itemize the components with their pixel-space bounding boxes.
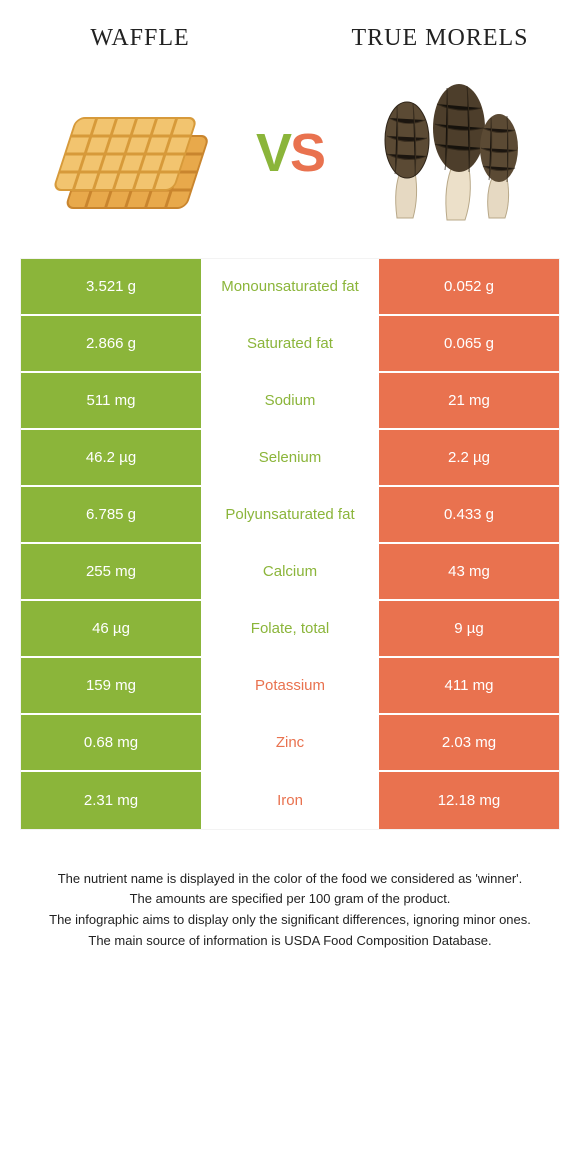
table-row: 0.68 mgZinc2.03 mg — [21, 715, 559, 772]
nutrient-label: Sodium — [201, 373, 379, 428]
table-row: 255 mgCalcium43 mg — [21, 544, 559, 601]
footnote-line: The main source of information is USDA F… — [30, 932, 550, 951]
value-right: 9 µg — [379, 601, 559, 656]
value-left: 6.785 g — [21, 487, 201, 542]
nutrient-label: Saturated fat — [201, 316, 379, 371]
value-left: 255 mg — [21, 544, 201, 599]
value-left: 159 mg — [21, 658, 201, 713]
value-right: 21 mg — [379, 373, 559, 428]
nutrient-label: Potassium — [201, 658, 379, 713]
food-image-left — [20, 73, 256, 233]
header-right: True morels — [290, 25, 550, 53]
nutrient-label: Iron — [201, 772, 379, 829]
header-left: Waffle — [30, 25, 290, 52]
table-row: 46 µgFolate, total9 µg — [21, 601, 559, 658]
value-left: 2.31 mg — [21, 772, 201, 829]
value-right: 2.2 µg — [379, 430, 559, 485]
footnote-line: The amounts are specified per 100 gram o… — [30, 890, 550, 909]
footnote-line: The infographic aims to display only the… — [30, 911, 550, 930]
value-left: 3.521 g — [21, 259, 201, 314]
value-left: 0.68 mg — [21, 715, 201, 770]
nutrient-label: Selenium — [201, 430, 379, 485]
value-left: 2.866 g — [21, 316, 201, 371]
waffle-icon — [48, 88, 228, 218]
nutrient-label: Polyunsaturated fat — [201, 487, 379, 542]
value-right: 0.052 g — [379, 259, 559, 314]
table-row: 2.866 gSaturated fat0.065 g — [21, 316, 559, 373]
nutrient-label: Calcium — [201, 544, 379, 599]
morel-icon — [357, 78, 527, 228]
value-right: 12.18 mg — [379, 772, 559, 829]
value-left: 46 µg — [21, 601, 201, 656]
table-row: 46.2 µgSelenium2.2 µg — [21, 430, 559, 487]
food-title-left: Waffle — [30, 25, 250, 52]
value-right: 411 mg — [379, 658, 559, 713]
value-right: 0.065 g — [379, 316, 559, 371]
vs-v: V — [256, 123, 290, 183]
footnote-line: The nutrient name is displayed in the co… — [30, 870, 550, 889]
header: Waffle True morels — [0, 0, 580, 63]
image-row: VS — [0, 63, 580, 258]
table-row: 6.785 gPolyunsaturated fat0.433 g — [21, 487, 559, 544]
nutrient-label: Zinc — [201, 715, 379, 770]
vs-s: S — [290, 123, 324, 183]
value-left: 46.2 µg — [21, 430, 201, 485]
value-right: 0.433 g — [379, 487, 559, 542]
table-row: 3.521 gMonounsaturated fat0.052 g — [21, 259, 559, 316]
food-title-right: True morels — [330, 25, 550, 53]
nutrient-label: Folate, total — [201, 601, 379, 656]
nutrient-label: Monounsaturated fat — [201, 259, 379, 314]
food-image-right — [324, 73, 560, 233]
vs-badge: VS — [256, 122, 324, 184]
footnotes: The nutrient name is displayed in the co… — [0, 830, 580, 973]
value-right: 43 mg — [379, 544, 559, 599]
table-row: 511 mgSodium21 mg — [21, 373, 559, 430]
value-right: 2.03 mg — [379, 715, 559, 770]
value-left: 511 mg — [21, 373, 201, 428]
nutrient-table: 3.521 gMonounsaturated fat0.052 g2.866 g… — [20, 258, 560, 830]
table-row: 2.31 mgIron12.18 mg — [21, 772, 559, 829]
table-row: 159 mgPotassium411 mg — [21, 658, 559, 715]
